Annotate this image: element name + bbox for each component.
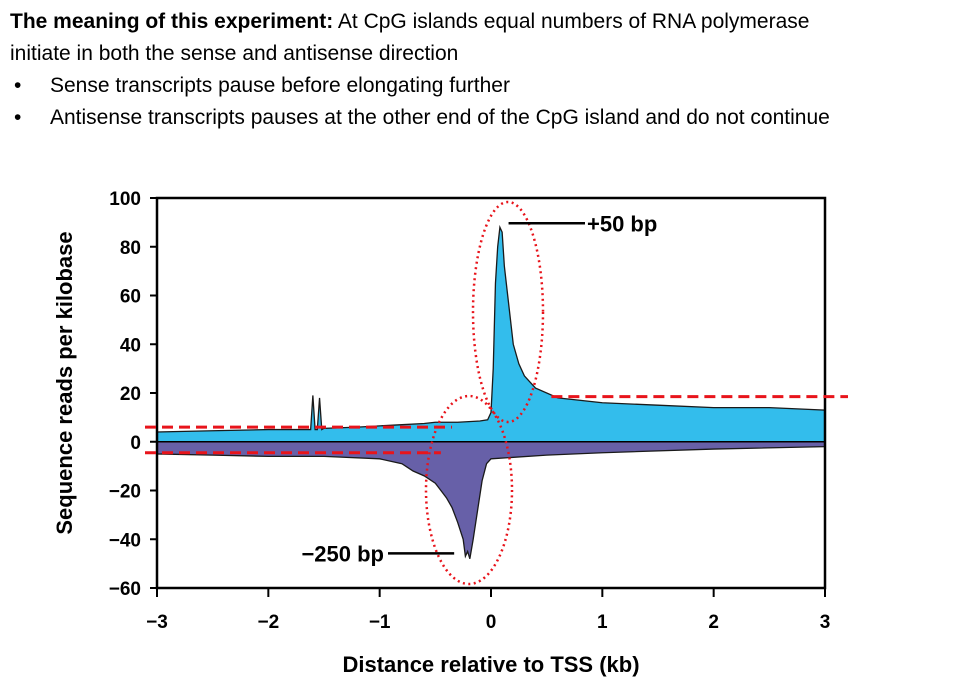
slide-text: The meaning of this experiment: At CpG i… bbox=[10, 6, 830, 134]
plot-frame bbox=[155, 196, 827, 590]
bullet-item: • Antisense transcripts pauses at the oth… bbox=[10, 102, 830, 134]
annotation-label: +50 bp bbox=[587, 211, 657, 236]
x-tick-label: −2 bbox=[257, 612, 279, 633]
bullet-icon: • bbox=[14, 74, 22, 97]
x-tick-label: −1 bbox=[369, 612, 391, 633]
y-tick-label: 20 bbox=[120, 384, 141, 405]
x-tick-label: 2 bbox=[708, 612, 719, 633]
y-tick-label: −20 bbox=[109, 482, 141, 503]
bullet-text: Antisense transcripts pauses at the othe… bbox=[50, 106, 830, 129]
x-axis-label: Distance relative to TSS (kb) bbox=[342, 652, 639, 677]
bullet-text: Sense transcripts pause before elongatin… bbox=[50, 74, 510, 97]
y-tick-label: 100 bbox=[109, 189, 141, 210]
y-tick-label: 40 bbox=[120, 335, 141, 356]
pause-ellipse-antisense bbox=[424, 394, 514, 586]
x-tick-label: 1 bbox=[597, 612, 608, 633]
antisense-area bbox=[156, 441, 826, 559]
y-tick-label: −60 bbox=[109, 579, 141, 600]
bullet-item: • Sense transcripts pause before elongati… bbox=[10, 70, 830, 102]
intro-line-2: initiate in both the sense and antisense… bbox=[10, 42, 459, 65]
y-tick-label: 0 bbox=[130, 433, 141, 454]
x-tick-label: 0 bbox=[486, 612, 497, 633]
y-tick-label: 60 bbox=[120, 287, 141, 308]
annotation-label: −250 bp bbox=[301, 541, 384, 566]
intro-rest: At CpG islands equal numbers of RNA poly… bbox=[333, 10, 810, 33]
pause-ellipse-sense bbox=[471, 200, 545, 424]
bullet-icon: • bbox=[14, 106, 22, 129]
y-tick-label: −40 bbox=[109, 530, 141, 551]
x-tick-label: 3 bbox=[820, 612, 831, 633]
y-tick-label: 80 bbox=[120, 238, 141, 259]
y-axis-label: Sequence reads per kilobase bbox=[52, 231, 77, 534]
sense-area bbox=[156, 224, 826, 443]
x-tick-label: −3 bbox=[146, 612, 168, 633]
intro-line: The meaning of this experiment: At CpG i… bbox=[10, 6, 830, 38]
intro-bold: The meaning of this experiment: bbox=[10, 10, 334, 33]
